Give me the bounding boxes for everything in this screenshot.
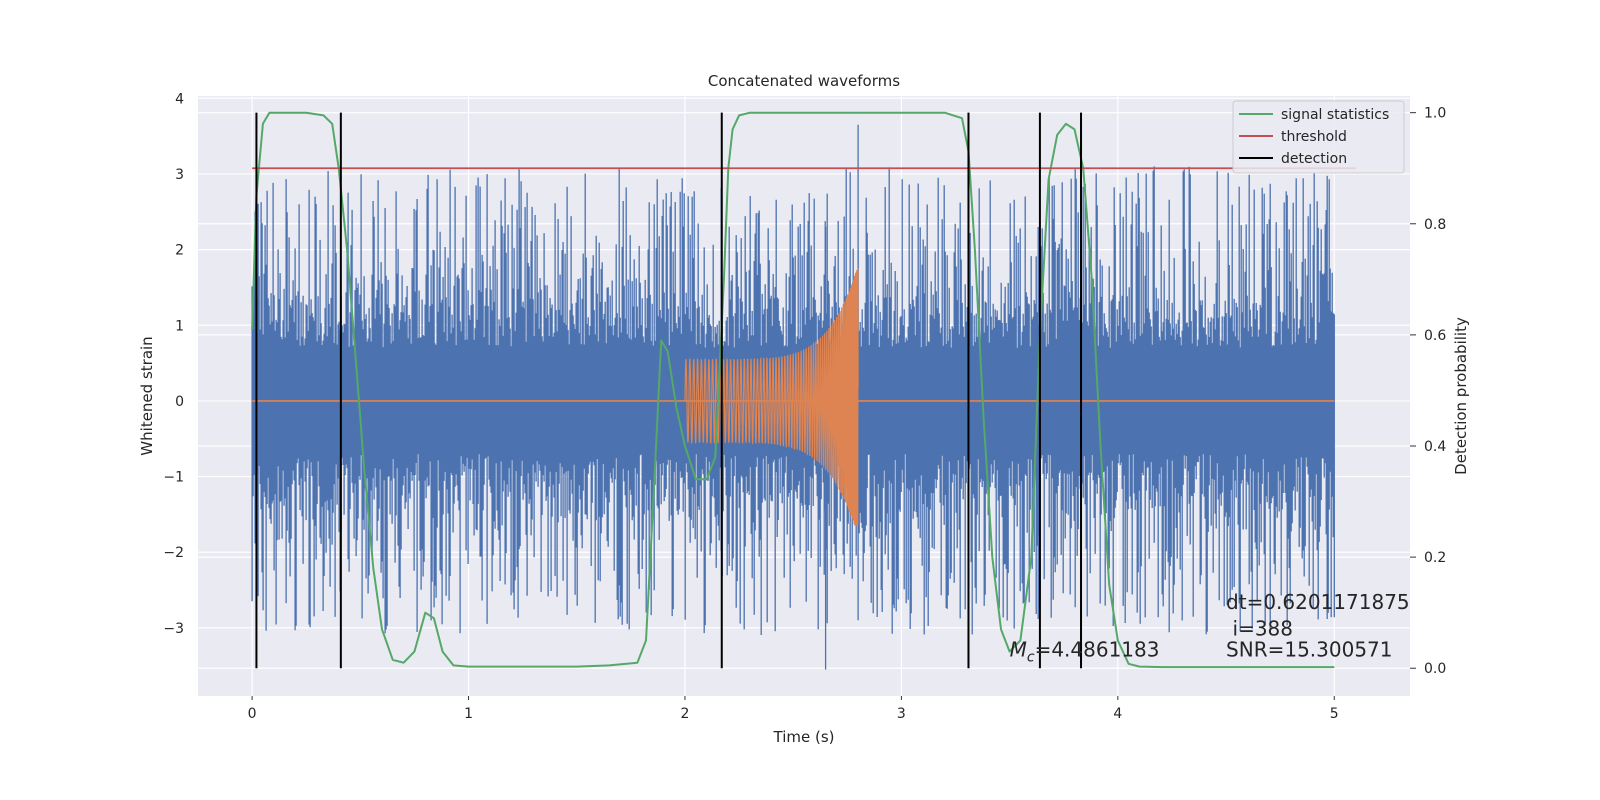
x-tick-label: 3 (897, 706, 906, 722)
y-right-tick-label: 0.8 (1424, 217, 1446, 233)
y-tick-label: 0 (175, 394, 184, 410)
x-tick-label: 4 (1113, 706, 1122, 722)
legend-box (1232, 100, 1405, 174)
legend-label-threshold: threshold (1281, 129, 1347, 145)
x-tick-label: 5 (1330, 706, 1339, 722)
y-tick-label: −2 (163, 545, 184, 561)
x-tick-label: 2 (681, 706, 690, 722)
y-right-tick-label: 0.6 (1424, 328, 1446, 344)
injection-chirp (684, 268, 859, 526)
y-tick-label: 3 (175, 167, 184, 183)
y-right-tick-label: 0.2 (1424, 550, 1446, 566)
y-tick-label: −3 (163, 621, 184, 637)
y-right-tick-label: 1.0 (1424, 106, 1446, 122)
legend-label-signal-statistics: signal statistics (1281, 107, 1389, 123)
annotation: Mc=4.4861183 (1010, 638, 1160, 666)
series-layer (251, 111, 1356, 670)
y-right-axis-label: Detection probability (1452, 317, 1470, 475)
x-tick-label: 0 (248, 706, 257, 722)
legend-label-detection: detection (1281, 151, 1347, 167)
signal-statistics-line (251, 111, 1335, 669)
annotation: dt=0.6201171875 (1226, 590, 1410, 614)
annotation: i=388 (1233, 616, 1294, 640)
y-tick-label: −1 (163, 470, 184, 486)
y-right-tick-label: 0.0 (1424, 661, 1446, 677)
annotation: SNR=15.300571 (1226, 638, 1392, 662)
y-tick-label: 2 (175, 243, 184, 259)
x-tick-label: 1 (464, 706, 473, 722)
y-right-tick-label: 0.4 (1424, 439, 1446, 455)
chart-title: Concatenated waveforms (708, 72, 900, 90)
y-tick-label: 4 (175, 91, 184, 107)
legend: signal statistics threshold detection (1232, 100, 1405, 174)
y-axis-label: Whitened strain (138, 336, 156, 455)
y-tick-label: 1 (175, 318, 184, 334)
x-axis-label: Time (s) (773, 728, 835, 746)
axes: 0 1 2 3 4 5 −3 −2 −1 0 1 2 3 4 0.0 0.2 0.4 0.6 0.8 1.0 (163, 91, 1446, 722)
